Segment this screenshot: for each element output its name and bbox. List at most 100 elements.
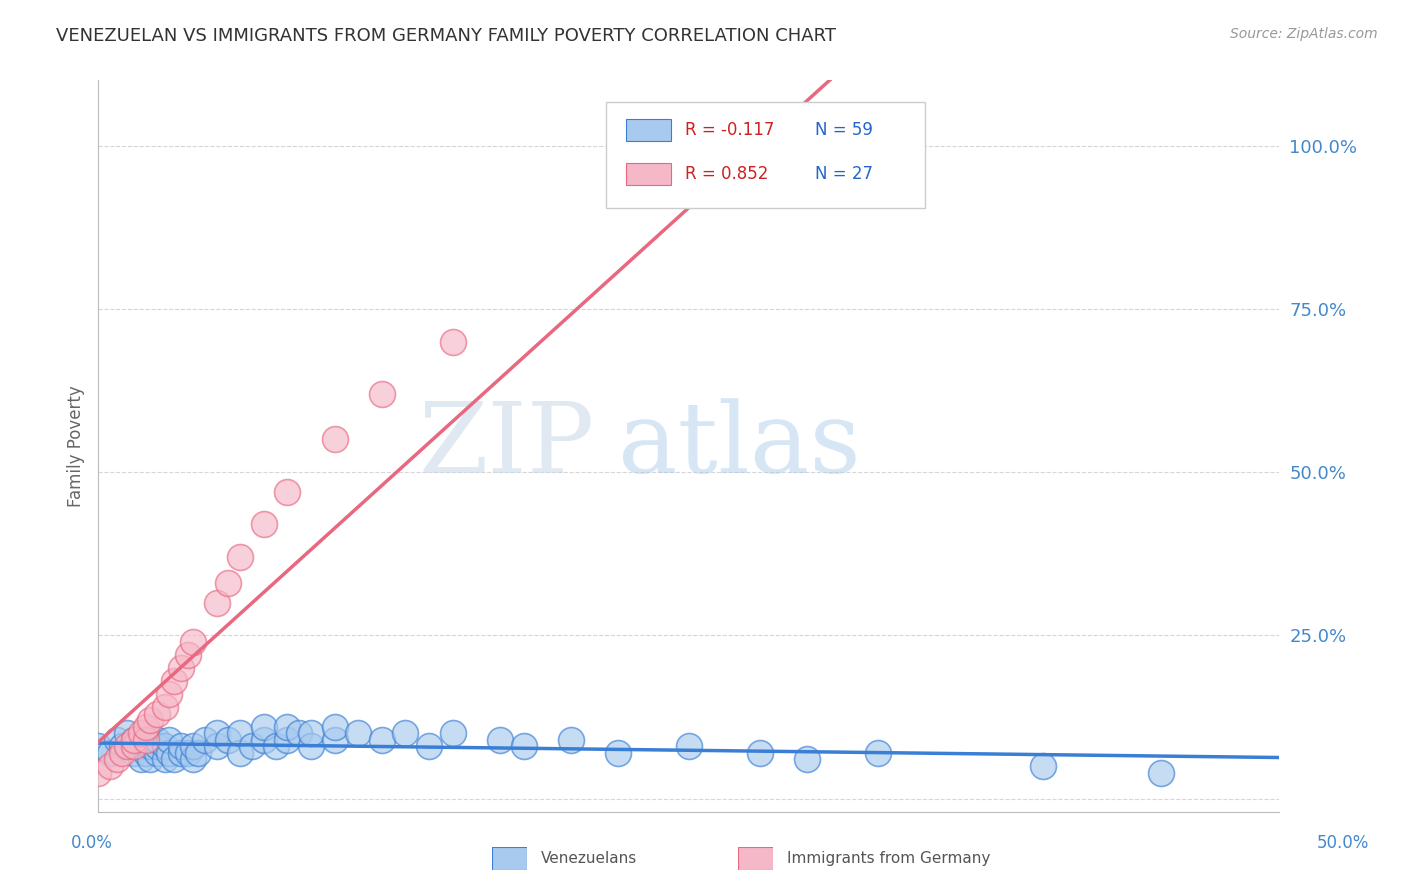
Point: [1032, 759, 1054, 773]
Point: [866, 746, 889, 760]
Point: [122, 732, 145, 747]
Point: [129, 739, 152, 754]
Point: [441, 334, 464, 349]
Text: Venezuelans: Venezuelans: [541, 852, 637, 866]
Point: [187, 746, 209, 760]
Point: [105, 732, 128, 747]
Point: [181, 739, 204, 754]
Point: [115, 726, 138, 740]
Point: [299, 726, 322, 740]
Text: atlas: atlas: [619, 398, 860, 494]
Point: [122, 746, 145, 760]
Point: [111, 746, 134, 760]
Point: [276, 720, 298, 734]
Point: [163, 674, 186, 689]
Bar: [626, 163, 671, 185]
Point: [229, 549, 252, 564]
Point: [253, 720, 276, 734]
Point: [170, 661, 193, 675]
Point: [87, 739, 110, 754]
Point: [607, 746, 630, 760]
Point: [177, 746, 200, 760]
Point: [146, 739, 169, 754]
Bar: [626, 119, 671, 141]
Text: N = 27: N = 27: [815, 165, 873, 183]
Text: Immigrants from Germany: Immigrants from Germany: [787, 852, 991, 866]
Point: [512, 739, 534, 754]
Point: [157, 746, 180, 760]
Point: [177, 648, 200, 662]
Point: [371, 386, 394, 401]
Point: [264, 739, 287, 754]
Point: [890, 138, 912, 153]
Text: N = 59: N = 59: [815, 121, 873, 139]
Point: [146, 732, 169, 747]
Point: [489, 732, 512, 747]
Text: 50.0%: 50.0%: [1316, 834, 1369, 852]
Point: [146, 706, 169, 721]
Point: [418, 739, 440, 754]
Point: [139, 752, 162, 766]
Point: [153, 700, 176, 714]
Point: [276, 732, 298, 747]
Point: [105, 752, 128, 766]
Point: [122, 739, 145, 754]
Point: [122, 732, 145, 747]
Point: [181, 635, 204, 649]
Point: [139, 714, 162, 728]
Point: [796, 752, 818, 766]
Point: [1150, 765, 1173, 780]
Point: [371, 732, 394, 747]
Point: [115, 739, 138, 754]
Point: [135, 732, 157, 747]
Point: [139, 739, 162, 754]
Point: [323, 720, 346, 734]
Point: [205, 596, 228, 610]
Point: [748, 746, 770, 760]
Point: [170, 746, 193, 760]
Point: [153, 752, 176, 766]
Point: [129, 752, 152, 766]
Text: 0.0%: 0.0%: [70, 834, 112, 852]
Point: [240, 739, 263, 754]
Point: [288, 726, 311, 740]
Point: [678, 739, 700, 754]
Point: [181, 752, 204, 766]
Point: [98, 759, 121, 773]
Text: Source: ZipAtlas.com: Source: ZipAtlas.com: [1230, 27, 1378, 41]
Point: [229, 746, 252, 760]
Point: [299, 739, 322, 754]
Point: [135, 746, 157, 760]
Point: [146, 746, 169, 760]
Point: [194, 732, 217, 747]
Point: [441, 726, 464, 740]
Point: [205, 726, 228, 740]
Point: [170, 739, 193, 754]
FancyBboxPatch shape: [606, 103, 925, 209]
Text: R = -0.117: R = -0.117: [685, 121, 775, 139]
Point: [129, 726, 152, 740]
Point: [394, 726, 416, 740]
Point: [217, 576, 239, 591]
Y-axis label: Family Poverty: Family Poverty: [66, 385, 84, 507]
Text: VENEZUELAN VS IMMIGRANTS FROM GERMANY FAMILY POVERTY CORRELATION CHART: VENEZUELAN VS IMMIGRANTS FROM GERMANY FA…: [56, 27, 837, 45]
Point: [347, 726, 370, 740]
Point: [135, 720, 157, 734]
Point: [217, 732, 239, 747]
Point: [323, 732, 346, 747]
Point: [153, 739, 176, 754]
Point: [157, 687, 180, 701]
Point: [253, 732, 276, 747]
Point: [98, 746, 121, 760]
Point: [229, 726, 252, 740]
Text: ZIP: ZIP: [418, 398, 595, 494]
Point: [560, 732, 582, 747]
Point: [253, 517, 276, 532]
Point: [135, 732, 157, 747]
Point: [323, 433, 346, 447]
Point: [205, 739, 228, 754]
Text: R = 0.852: R = 0.852: [685, 165, 769, 183]
Point: [276, 484, 298, 499]
Point: [157, 732, 180, 747]
Point: [163, 752, 186, 766]
